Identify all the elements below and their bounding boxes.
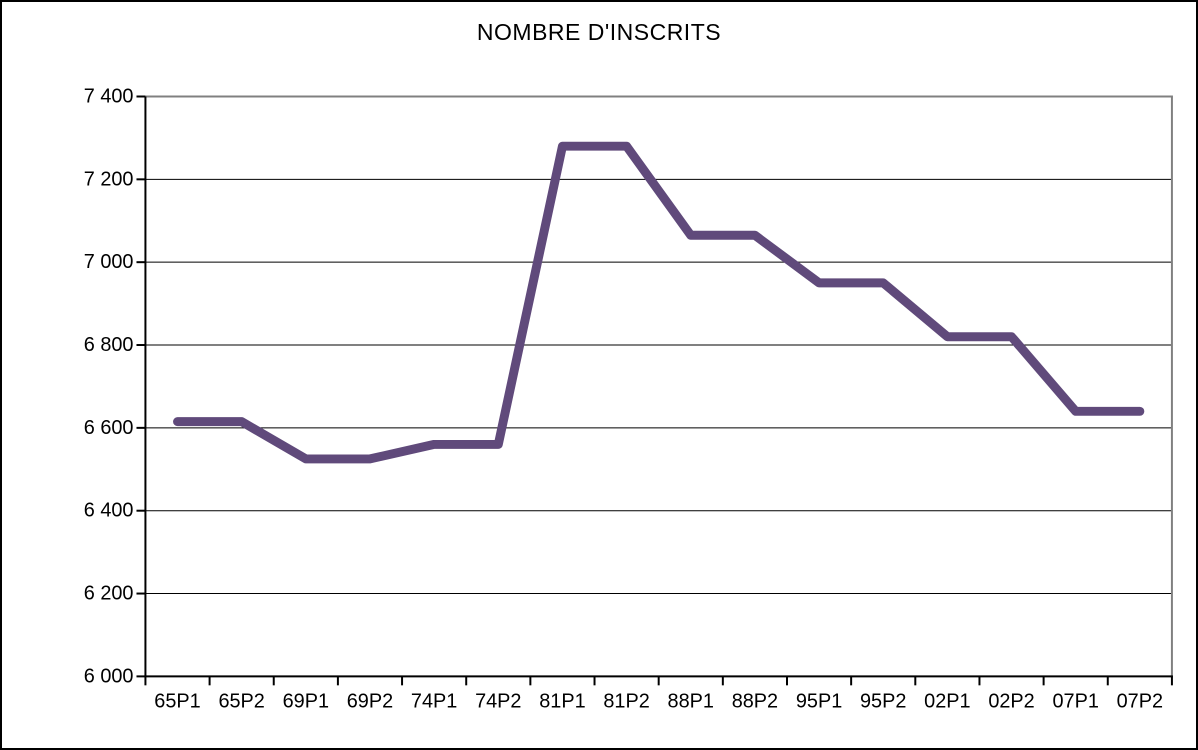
chart-title: NOMBRE D'INSCRITS [476,19,722,45]
x-tick-label: 07P2 [1117,690,1163,712]
x-tick-label: 81P2 [603,690,649,712]
x-tick-label: 65P1 [154,690,200,712]
x-tick-label: 69P2 [347,690,393,712]
series-line [173,141,1145,464]
x-tick-label: 88P1 [668,690,714,712]
x-tick-label: 02P2 [988,690,1034,712]
x-tick-label: 02P1 [924,690,970,712]
y-tick-label: 6 400 [84,500,134,522]
x-tick-label: 74P2 [475,690,521,712]
y-tick-label: 6 600 [84,417,134,439]
x-tick-label: 69P1 [283,690,329,712]
y-tick-label: 7 400 [84,85,134,107]
y-tick-label: 6 200 [84,583,134,605]
x-tick-label: 07P1 [1052,690,1098,712]
x-tick-label: 81P1 [539,690,585,712]
x-tick-label: 74P1 [411,690,457,712]
y-tick-label: 7 200 [84,168,134,190]
x-tick-label: 88P2 [732,690,778,712]
y-tick-label: 6 800 [84,334,134,356]
x-tick-label: 95P1 [796,690,842,712]
x-tick-label: 95P2 [860,690,906,712]
x-tick-label: 65P2 [218,690,264,712]
y-tick-label: 6 000 [84,665,134,687]
y-tick-label: 7 000 [84,251,134,273]
